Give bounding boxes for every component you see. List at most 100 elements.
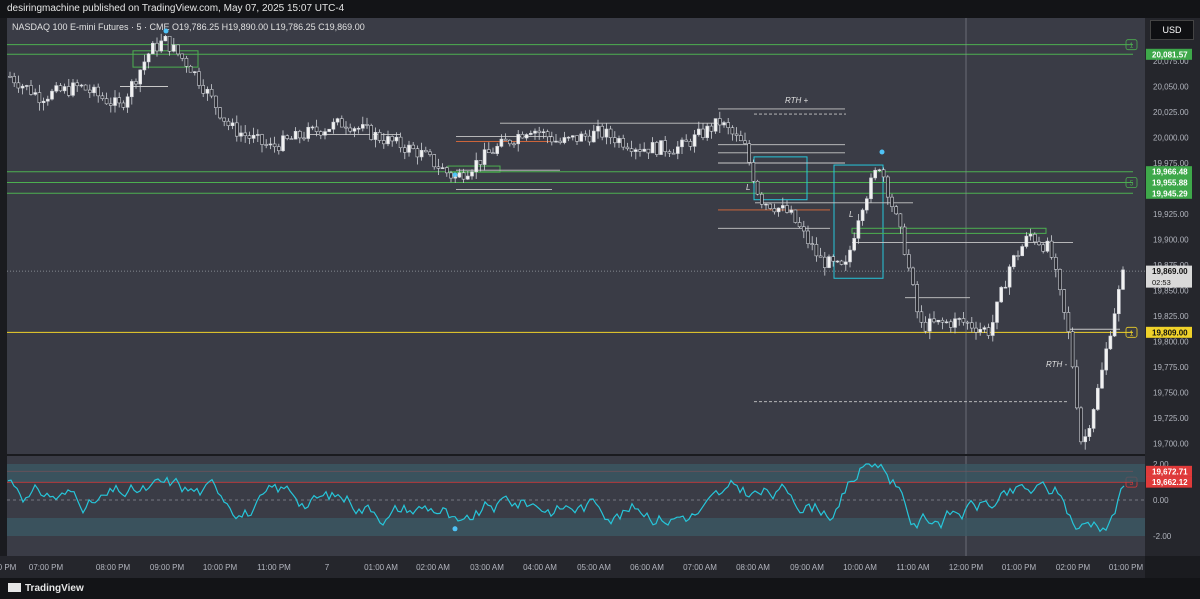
candle [864,196,869,214]
candle [444,166,449,177]
candle [827,254,831,269]
candle-body-down [969,322,974,329]
candle [818,247,823,258]
currency-button[interactable]: USD [1150,20,1194,40]
candle-body-up [335,118,340,123]
price-tag-label: 19,945.29 [1152,189,1188,198]
candle [528,130,533,136]
candle-body-down [654,142,659,155]
candle-body-up [541,131,546,133]
candle [1100,362,1104,389]
candle [499,134,504,148]
candle-body-up [856,220,861,239]
candle [776,207,781,217]
oscillator-band [7,464,1145,482]
candle-body-down [986,327,991,336]
candle [986,323,991,339]
candle-body-down [612,137,617,144]
candle [537,126,542,140]
candle [856,213,861,244]
tradingview-logo-text: TradingView [25,583,84,594]
candle [621,134,626,151]
candle-body-up [990,322,995,336]
candle-body-down [243,132,247,136]
candle [839,259,844,266]
candle [465,171,470,180]
candle [41,97,46,111]
candle [541,128,546,139]
candle [255,129,260,143]
oscillator-line [7,463,1125,533]
candle [587,129,592,146]
price-tag [1146,265,1192,288]
candle-body-down [965,321,970,324]
candle [709,123,714,139]
candle [20,83,25,95]
candle-body-down [638,149,642,152]
price-tick-label: 19,800.00 [1153,338,1189,347]
candle [188,64,193,73]
candle [365,117,369,129]
candle [1016,250,1020,261]
time-tick-label: 11:00 AM [896,563,930,572]
candle-body-up [407,144,411,153]
candle-body-down [793,209,798,223]
candle-body-down [772,208,777,213]
candle-body-down [759,193,764,205]
candle-body-up [927,318,932,332]
price-tick-label: 19,750.00 [1153,389,1189,398]
candle-body-down [738,135,743,142]
candle-body-down [1079,407,1083,443]
candle-body-down [1054,257,1058,270]
candle-body-up [255,134,260,136]
candle-body-up [533,130,537,134]
price-pane[interactable] [7,18,1145,454]
candle-body-down [272,143,277,148]
candle [524,133,529,141]
candle-body-down [768,203,773,209]
candle [1033,232,1037,245]
candle-body-up [1020,246,1025,257]
candle-body-down [390,136,395,142]
candle-body-up [722,122,726,126]
candle-body-up [591,130,596,143]
time-tick-label: 08:00 PM [96,563,131,572]
candle-body-up [281,135,285,152]
candle-body-down [1062,289,1066,313]
candle-body-down [8,76,12,78]
candle [734,127,739,142]
candle-body-down [885,176,890,198]
candle-body-down [818,255,823,258]
candle-body-up [474,160,479,173]
candle-body-up [45,98,50,102]
candle-body-down [218,107,222,119]
candle [218,107,222,120]
candle [747,139,752,166]
candle [927,313,932,340]
candle-body-down [109,103,113,106]
time-tick-label: 01:00 PM [1109,563,1144,572]
candle [104,92,109,105]
candle-body-down [814,244,819,257]
candle-body-down [180,53,184,59]
zone-box [132,50,199,68]
candle-body-down [507,139,512,145]
candle-body-up [24,85,29,87]
price-tag [1146,187,1192,199]
candle-body-up [457,172,462,178]
oscillator-tick-label: -2.00 [1153,532,1172,541]
candle [953,312,957,334]
candle-body-up [835,260,840,263]
candle [1045,237,1050,253]
candle-body-up [193,71,197,73]
candle-body-down [663,140,668,152]
candle-body-down [436,166,441,169]
candle [629,140,634,157]
pivot-low-dot [452,172,458,178]
candle [944,319,949,324]
price-tick-label: 19,825.00 [1153,312,1189,321]
candle-body-down [428,151,432,155]
candle [743,132,747,145]
time-axis[interactable] [0,556,1145,578]
